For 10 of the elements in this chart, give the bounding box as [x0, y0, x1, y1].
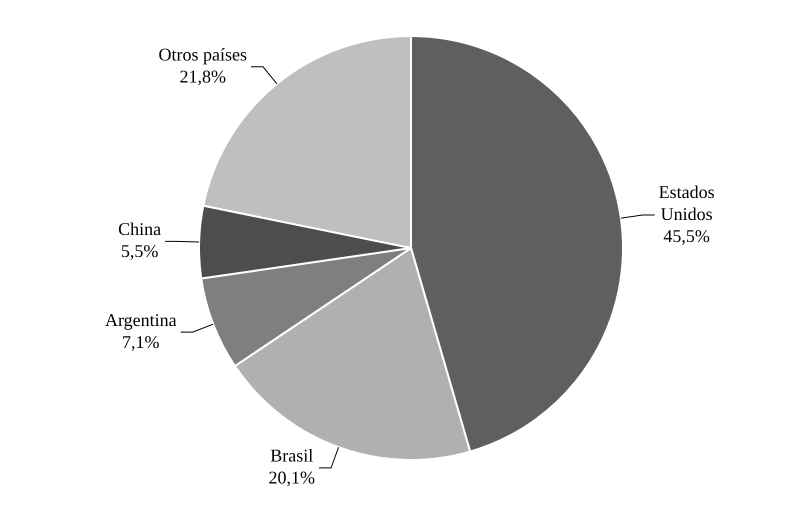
- data-label: 45,5%: [663, 226, 710, 246]
- data-label: 20,1%: [268, 468, 316, 488]
- slice-label: China: [118, 219, 162, 240]
- slice-label: Brasil: [270, 446, 314, 466]
- data-label: 7,1%: [122, 332, 160, 352]
- data-label: 5,5%: [120, 241, 158, 262]
- slice-label: Argentina: [104, 310, 177, 330]
- data-label: 21,8%: [179, 66, 226, 86]
- slice-label: Otros países: [158, 44, 247, 64]
- slice-label: Estados Unidos: [658, 182, 715, 224]
